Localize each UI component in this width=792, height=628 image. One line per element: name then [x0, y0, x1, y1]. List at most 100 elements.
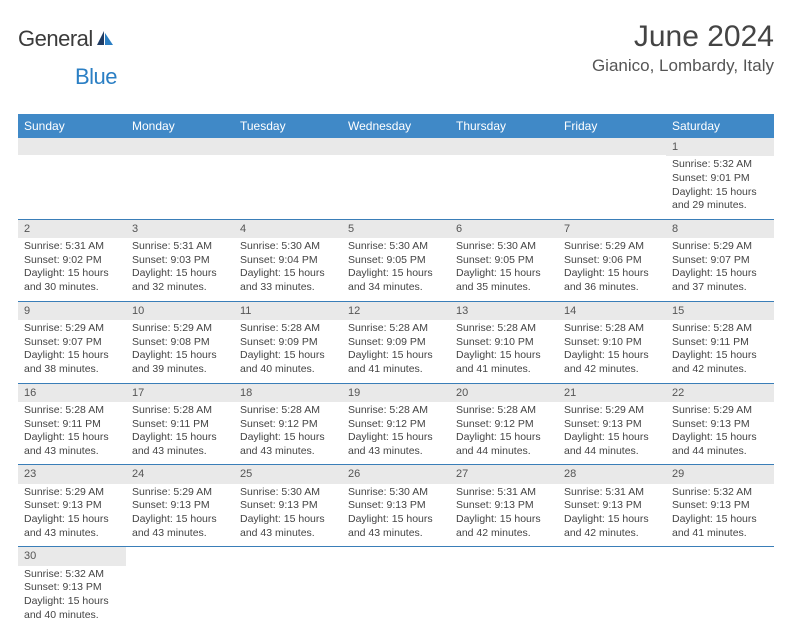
- calendar-cell: 30Sunrise: 5:32 AMSunset: 9:13 PMDayligh…: [18, 547, 126, 628]
- calendar-cell: 1Sunrise: 5:32 AMSunset: 9:01 PMDaylight…: [666, 138, 774, 219]
- day-body: Sunrise: 5:32 AMSunset: 9:01 PMDaylight:…: [666, 156, 774, 219]
- dow-header: Thursday: [450, 114, 558, 138]
- daylight-text: Daylight: 15 hours: [348, 513, 444, 527]
- calendar-cell: 21Sunrise: 5:29 AMSunset: 9:13 PMDayligh…: [558, 383, 666, 465]
- day-number-bar: [126, 138, 234, 155]
- day-body: Sunrise: 5:30 AMSunset: 9:13 PMDaylight:…: [342, 484, 450, 547]
- calendar-cell: 25Sunrise: 5:30 AMSunset: 9:13 PMDayligh…: [234, 465, 342, 547]
- sunset-text: Sunset: 9:13 PM: [24, 499, 120, 513]
- calendar-cell: 28Sunrise: 5:31 AMSunset: 9:13 PMDayligh…: [558, 465, 666, 547]
- day-number: 3: [126, 220, 234, 238]
- dow-header: Wednesday: [342, 114, 450, 138]
- day-number-bar: [234, 547, 342, 564]
- day-body: Sunrise: 5:30 AMSunset: 9:13 PMDaylight:…: [234, 484, 342, 547]
- sunset-text: Sunset: 9:11 PM: [132, 418, 228, 432]
- dow-header: Saturday: [666, 114, 774, 138]
- dow-header: Sunday: [18, 114, 126, 138]
- calendar-cell: 22Sunrise: 5:29 AMSunset: 9:13 PMDayligh…: [666, 383, 774, 465]
- daylight-text: and 43 minutes.: [24, 527, 120, 541]
- day-body: Sunrise: 5:28 AMSunset: 9:11 PMDaylight:…: [666, 320, 774, 383]
- sunrise-text: Sunrise: 5:29 AM: [24, 322, 120, 336]
- calendar-cell: 7Sunrise: 5:29 AMSunset: 9:06 PMDaylight…: [558, 219, 666, 301]
- daylight-text: and 29 minutes.: [672, 199, 768, 213]
- sunset-text: Sunset: 9:07 PM: [24, 336, 120, 350]
- day-number: 27: [450, 465, 558, 483]
- day-number: 1: [666, 138, 774, 156]
- sunrise-text: Sunrise: 5:29 AM: [132, 486, 228, 500]
- day-number: 5: [342, 220, 450, 238]
- daylight-text: Daylight: 15 hours: [672, 349, 768, 363]
- daylight-text: and 30 minutes.: [24, 281, 120, 295]
- daylight-text: Daylight: 15 hours: [24, 595, 120, 609]
- daylight-text: and 41 minutes.: [456, 363, 552, 377]
- day-number: 14: [558, 302, 666, 320]
- daylight-text: and 43 minutes.: [348, 445, 444, 459]
- calendar-cell: 23Sunrise: 5:29 AMSunset: 9:13 PMDayligh…: [18, 465, 126, 547]
- calendar-cell: [342, 138, 450, 219]
- dow-header: Friday: [558, 114, 666, 138]
- day-number-bar: [234, 138, 342, 155]
- calendar-row: 2Sunrise: 5:31 AMSunset: 9:02 PMDaylight…: [18, 219, 774, 301]
- sunset-text: Sunset: 9:13 PM: [456, 499, 552, 513]
- sunrise-text: Sunrise: 5:32 AM: [24, 568, 120, 582]
- calendar-row: 30Sunrise: 5:32 AMSunset: 9:13 PMDayligh…: [18, 547, 774, 628]
- day-body: Sunrise: 5:30 AMSunset: 9:05 PMDaylight:…: [450, 238, 558, 301]
- daylight-text: and 44 minutes.: [672, 445, 768, 459]
- calendar-cell: 3Sunrise: 5:31 AMSunset: 9:03 PMDaylight…: [126, 219, 234, 301]
- day-number: 22: [666, 384, 774, 402]
- day-body: Sunrise: 5:29 AMSunset: 9:06 PMDaylight:…: [558, 238, 666, 301]
- sunset-text: Sunset: 9:13 PM: [564, 418, 660, 432]
- daylight-text: Daylight: 15 hours: [564, 349, 660, 363]
- day-body: Sunrise: 5:28 AMSunset: 9:10 PMDaylight:…: [450, 320, 558, 383]
- daylight-text: Daylight: 15 hours: [564, 513, 660, 527]
- day-number: 11: [234, 302, 342, 320]
- daylight-text: and 44 minutes.: [456, 445, 552, 459]
- day-body: Sunrise: 5:28 AMSunset: 9:12 PMDaylight:…: [234, 402, 342, 465]
- sunrise-text: Sunrise: 5:28 AM: [348, 322, 444, 336]
- daylight-text: Daylight: 15 hours: [348, 267, 444, 281]
- day-number-bar: [18, 138, 126, 155]
- day-body: Sunrise: 5:30 AMSunset: 9:04 PMDaylight:…: [234, 238, 342, 301]
- day-body: Sunrise: 5:32 AMSunset: 9:13 PMDaylight:…: [18, 566, 126, 628]
- sunrise-text: Sunrise: 5:30 AM: [240, 486, 336, 500]
- day-number: 12: [342, 302, 450, 320]
- calendar-cell: [450, 138, 558, 219]
- calendar-cell: [126, 547, 234, 628]
- daylight-text: and 41 minutes.: [672, 527, 768, 541]
- sunrise-text: Sunrise: 5:28 AM: [132, 404, 228, 418]
- sunrise-text: Sunrise: 5:29 AM: [132, 322, 228, 336]
- calendar-cell: 2Sunrise: 5:31 AMSunset: 9:02 PMDaylight…: [18, 219, 126, 301]
- day-body: Sunrise: 5:28 AMSunset: 9:11 PMDaylight:…: [18, 402, 126, 465]
- sunrise-text: Sunrise: 5:30 AM: [348, 240, 444, 254]
- daylight-text: Daylight: 15 hours: [24, 513, 120, 527]
- sunset-text: Sunset: 9:02 PM: [24, 254, 120, 268]
- calendar-cell: 19Sunrise: 5:28 AMSunset: 9:12 PMDayligh…: [342, 383, 450, 465]
- daylight-text: and 42 minutes.: [456, 527, 552, 541]
- calendar-table: SundayMondayTuesdayWednesdayThursdayFrid…: [18, 114, 774, 628]
- sunset-text: Sunset: 9:09 PM: [348, 336, 444, 350]
- calendar-row: 1Sunrise: 5:32 AMSunset: 9:01 PMDaylight…: [18, 138, 774, 219]
- daylight-text: and 40 minutes.: [24, 609, 120, 623]
- day-body: Sunrise: 5:32 AMSunset: 9:13 PMDaylight:…: [666, 484, 774, 547]
- day-number: 8: [666, 220, 774, 238]
- calendar-body: 1Sunrise: 5:32 AMSunset: 9:01 PMDaylight…: [18, 138, 774, 628]
- sunrise-text: Sunrise: 5:30 AM: [240, 240, 336, 254]
- calendar-head: SundayMondayTuesdayWednesdayThursdayFrid…: [18, 114, 774, 138]
- sunset-text: Sunset: 9:13 PM: [564, 499, 660, 513]
- sail-icon: [96, 30, 114, 48]
- day-number: 7: [558, 220, 666, 238]
- daylight-text: and 35 minutes.: [456, 281, 552, 295]
- calendar-cell: [18, 138, 126, 219]
- sunset-text: Sunset: 9:12 PM: [348, 418, 444, 432]
- calendar-cell: [666, 547, 774, 628]
- daylight-text: and 43 minutes.: [348, 527, 444, 541]
- daylight-text: and 43 minutes.: [132, 445, 228, 459]
- calendar-cell: 26Sunrise: 5:30 AMSunset: 9:13 PMDayligh…: [342, 465, 450, 547]
- calendar-cell: 20Sunrise: 5:28 AMSunset: 9:12 PMDayligh…: [450, 383, 558, 465]
- sunrise-text: Sunrise: 5:28 AM: [24, 404, 120, 418]
- sunset-text: Sunset: 9:09 PM: [240, 336, 336, 350]
- day-body: Sunrise: 5:29 AMSunset: 9:13 PMDaylight:…: [18, 484, 126, 547]
- day-body: Sunrise: 5:29 AMSunset: 9:13 PMDaylight:…: [666, 402, 774, 465]
- sunset-text: Sunset: 9:13 PM: [240, 499, 336, 513]
- calendar-cell: [126, 138, 234, 219]
